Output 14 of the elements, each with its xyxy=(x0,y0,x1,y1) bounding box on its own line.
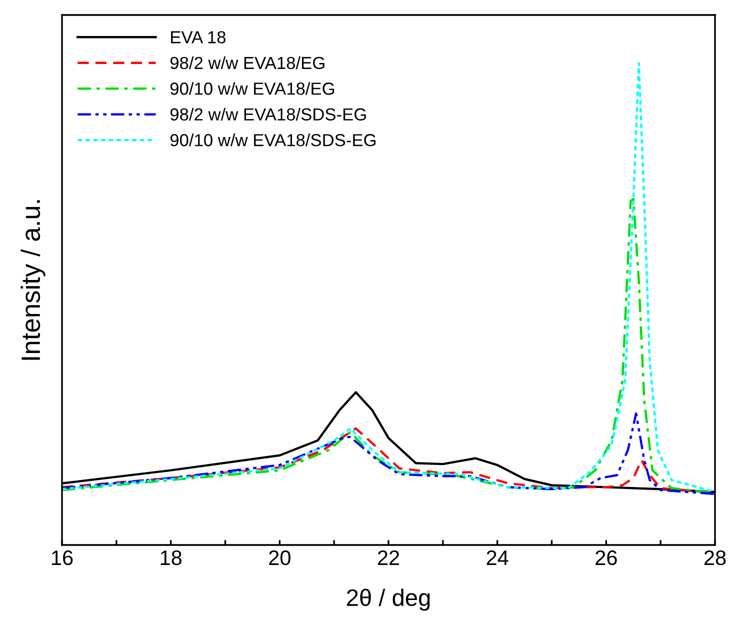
x-tick-label: 16 xyxy=(52,550,73,566)
x-tick-label: 26 xyxy=(596,550,617,566)
y-axis-title: Intensity / a.u. xyxy=(20,200,46,360)
x-tick-label: 20 xyxy=(269,550,290,566)
x-axis-title: 2θ / deg xyxy=(347,588,430,611)
legend-label: 90/10 w/w EVA18/SDS-EG xyxy=(170,134,376,146)
x-tick-label: 28 xyxy=(704,550,726,566)
legend-label: 98/2 w/w EVA18/EG xyxy=(170,56,324,70)
legend-label: EVA 18 xyxy=(171,31,226,44)
x-tick-label: 22 xyxy=(378,550,400,565)
legend-label: 98/2 w/w EVA18/SDS-EG xyxy=(170,108,366,121)
x-tick-label: 24 xyxy=(486,550,508,565)
x-tick-label: 18 xyxy=(160,550,182,566)
legend-label: 90/10 w/w EVA18/EG xyxy=(170,82,334,95)
